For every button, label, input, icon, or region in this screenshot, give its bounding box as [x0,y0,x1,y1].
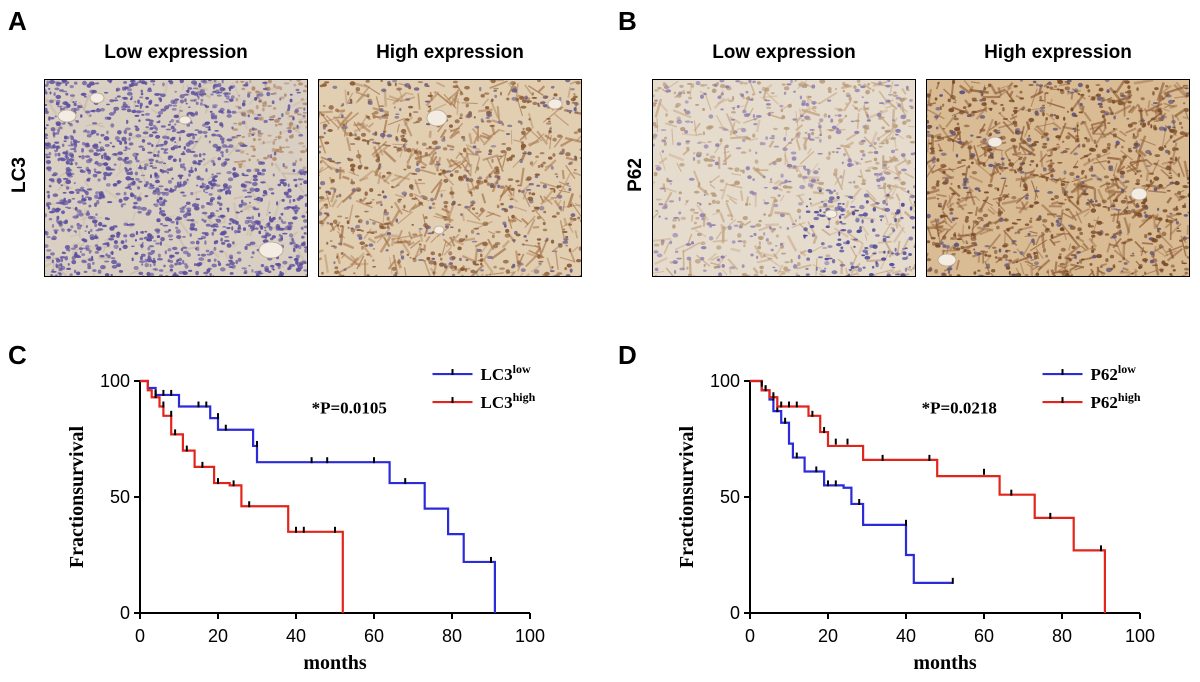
x-tick-label: 60 [364,626,384,646]
x-tick-label: 20 [208,626,228,646]
survival-curve-high [140,379,344,613]
y-tick-label: 0 [730,603,740,623]
panel-letter-b: B [618,6,637,36]
survival-curve-high [750,379,1106,613]
legend-label: LC3high [481,390,536,412]
y-tick-label: 100 [100,371,130,391]
p-value-annotation: *P=0.0105 [312,398,387,417]
vacuole [258,241,284,259]
survival-curve-low [750,379,953,584]
vacuole [937,253,957,267]
vacuole [1130,187,1148,201]
cell-nuclei [319,80,581,276]
survival-chart-lc3: 0 20 40 60 80 100 0 50 100 months Fractionsurvival… [66,362,545,674]
x-tick-label: 40 [896,626,916,646]
panel-a-low-heading: Low expression [104,42,248,63]
legend-item-high: P62high [1042,390,1141,412]
vacuole [178,115,192,125]
vacuole [57,109,77,123]
vacuole [433,225,445,235]
micrograph-lc3-high [318,79,582,277]
x-tick-label: 0 [135,626,145,646]
y-tick-label: 0 [120,603,130,623]
x-axis-title: months [913,652,977,674]
x-tick-label: 80 [1052,626,1072,646]
y-tick-label: 100 [710,371,740,391]
panel-b-high-heading: High expression [984,42,1132,63]
y-tick-label: 50 [110,487,130,507]
x-tick-label: 40 [286,626,306,646]
legend-item-high: LC3high [432,390,536,412]
panel-b-low-heading: Low expression [712,42,856,63]
vacuole [89,92,105,104]
micrograph-lc3-low [44,79,308,277]
x-tick-label: 60 [974,626,994,646]
legend-label: LC3low [481,362,531,384]
vacuole [426,109,448,127]
x-tick-label: 0 [745,626,755,646]
micrograph-p62-high [926,79,1190,277]
micrograph-p62-low [652,79,916,277]
cell-nuclei [45,80,307,276]
x-tick-label: 80 [442,626,462,646]
legend-label: P62high [1091,390,1141,412]
vacuole [547,98,563,110]
x-axis-title: months [303,652,367,674]
p-value-annotation: *P=0.0218 [922,398,997,417]
cell-nuclei [927,80,1189,276]
cell-nuclei [653,80,915,276]
vacuole [987,136,1003,148]
x-tick-label: 20 [818,626,838,646]
panel-letter-c: C [8,340,27,370]
panel-a-high-heading: High expression [376,42,524,63]
x-tick-label: 100 [515,626,545,646]
x-tick-label: 100 [1125,626,1155,646]
y-axis-title: Fractionsurvival [676,425,698,568]
panel-letter-d: D [618,340,637,370]
y-axis-title: Fractionsurvival [66,425,88,568]
legend-item-low: LC3low [432,362,531,384]
panel-letter-a: A [8,6,27,36]
y-tick-label: 50 [720,487,740,507]
vacuole [824,209,838,219]
legend-item-low: P62low [1042,362,1137,384]
legend-label: P62low [1091,362,1137,384]
